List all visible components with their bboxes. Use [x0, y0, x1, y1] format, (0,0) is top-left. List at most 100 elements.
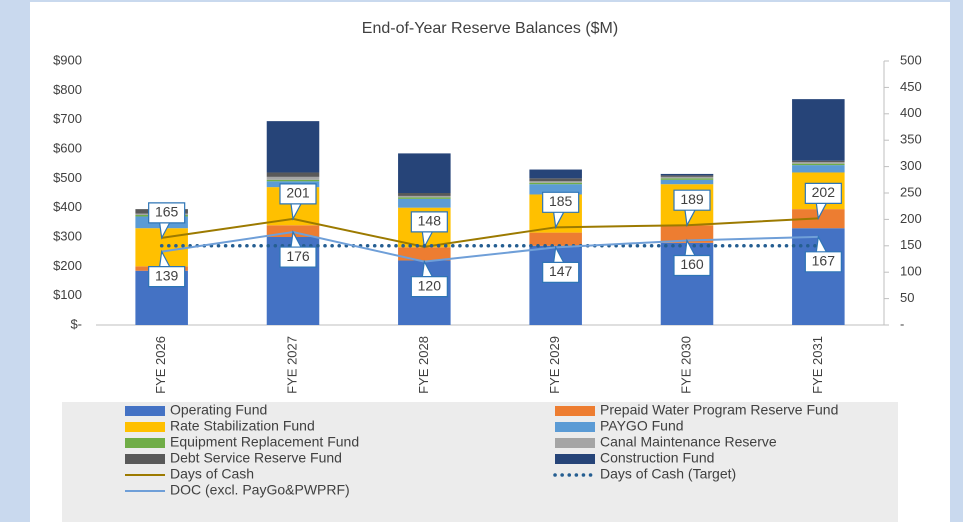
data-label: 160 — [680, 256, 704, 272]
data-label: 176 — [286, 248, 310, 264]
bar-segment — [792, 165, 845, 173]
bar-segment — [660, 225, 714, 243]
legend-marker — [555, 406, 595, 416]
x-tick-label: FYE 2029 — [547, 336, 562, 394]
callout-box — [148, 249, 186, 288]
line-series — [161, 217, 819, 248]
bar-segment — [660, 179, 714, 185]
legend-marker — [125, 406, 165, 416]
data-label: 189 — [680, 191, 704, 207]
callout-box — [542, 191, 580, 230]
data-label: 185 — [549, 193, 573, 209]
y2-tick-label: 450 — [900, 79, 922, 94]
bar-segment — [529, 178, 582, 182]
legend-label: Canal Maintenance Reserve — [600, 434, 777, 450]
legend-background — [62, 402, 898, 522]
data-label: 202 — [812, 184, 836, 200]
callout-box — [804, 182, 842, 221]
line-series — [161, 231, 819, 263]
data-label: 120 — [418, 277, 442, 293]
y-tick-label: $500 — [53, 170, 82, 185]
y2-tick-label: 400 — [900, 105, 922, 120]
callout-box — [279, 183, 317, 221]
legend-marker — [125, 438, 165, 448]
bar-segment — [529, 184, 582, 195]
callout-box — [542, 245, 580, 283]
y-tick-label: $100 — [53, 287, 82, 302]
y-tick-label: $400 — [53, 199, 82, 214]
data-label: 148 — [418, 213, 442, 229]
legend-label: PAYGO Fund — [600, 418, 684, 434]
y2-tick-label: 350 — [900, 132, 922, 147]
y-tick-label: $900 — [53, 52, 82, 67]
bar-segment — [398, 198, 451, 208]
bar-segment — [398, 153, 451, 193]
data-label: 201 — [286, 185, 310, 201]
bar-segment — [792, 163, 845, 166]
legend-label: Operating Fund — [170, 402, 267, 418]
legend-marker — [555, 438, 595, 448]
chart-title: End-of-Year Reserve Balances ($M) — [362, 20, 618, 37]
bar-segment — [398, 247, 451, 261]
y2-tick-label: 150 — [900, 237, 922, 252]
x-tick-label: FYE 2028 — [416, 336, 431, 394]
bar-segment — [529, 169, 582, 179]
bar-segment — [660, 178, 714, 180]
y2-tick-label: 100 — [900, 264, 922, 279]
y2-tick-label: 500 — [900, 52, 922, 67]
bar-segment — [398, 193, 451, 196]
x-tick-label: FYE 2030 — [678, 336, 693, 394]
y-tick-label: $600 — [53, 140, 82, 155]
y2-tick-label: 250 — [900, 184, 922, 199]
legend-label: Equipment Replacement Fund — [170, 434, 359, 450]
bar-segment — [398, 195, 451, 198]
bar-segment — [792, 160, 845, 163]
bar-segment — [529, 182, 582, 185]
y2-tick-label: 300 — [900, 158, 922, 173]
legend-label: Debt Service Reserve Fund — [170, 450, 342, 466]
bar-segment — [792, 99, 845, 161]
bar-segment — [266, 121, 320, 173]
data-label: 165 — [155, 204, 179, 220]
bar-segment — [660, 173, 714, 176]
y-tick-label: $800 — [53, 82, 82, 97]
callout-box — [804, 234, 842, 273]
callout-box — [673, 238, 711, 277]
y-tick-label: $300 — [53, 228, 82, 243]
bar-segment — [660, 176, 714, 179]
x-tick-label: FYE 2031 — [810, 336, 825, 394]
callout-box — [148, 202, 186, 240]
x-tick-label: FYE 2027 — [284, 336, 299, 394]
data-label: 147 — [549, 263, 573, 279]
legend-label: Days of Cash — [170, 466, 254, 482]
legend-label: Rate Stabilization Fund — [170, 418, 315, 434]
data-label: 139 — [155, 267, 179, 283]
legend-label: DOC (excl. PayGo&PWPRF) — [170, 482, 350, 498]
y-tick-label: $- — [70, 316, 82, 331]
callout-box — [279, 230, 317, 268]
x-tick-label: FYE 2026 — [153, 336, 168, 394]
y-tick-label: $200 — [53, 258, 82, 273]
y-tick-label: $700 — [53, 111, 82, 126]
y2-tick-label: 50 — [900, 290, 914, 305]
bar-segment — [529, 181, 582, 183]
callout-box — [410, 259, 448, 298]
bar-segment — [792, 162, 845, 164]
y2-tick-label: - — [900, 316, 904, 331]
callout-box — [673, 189, 711, 228]
bar-segment — [398, 197, 451, 199]
bar-segment — [266, 176, 320, 180]
legend-marker — [125, 422, 165, 432]
data-label: 167 — [812, 253, 836, 269]
legend-marker — [555, 454, 595, 464]
bar-segment — [660, 175, 714, 177]
legend-label: Prepaid Water Program Reserve Fund — [600, 402, 838, 418]
legend-marker — [125, 454, 165, 464]
legend-marker — [555, 422, 595, 432]
y2-tick-label: 200 — [900, 211, 922, 226]
bar-segment — [266, 179, 320, 182]
legend-label: Construction Fund — [600, 450, 714, 466]
bar-segment — [266, 172, 320, 177]
